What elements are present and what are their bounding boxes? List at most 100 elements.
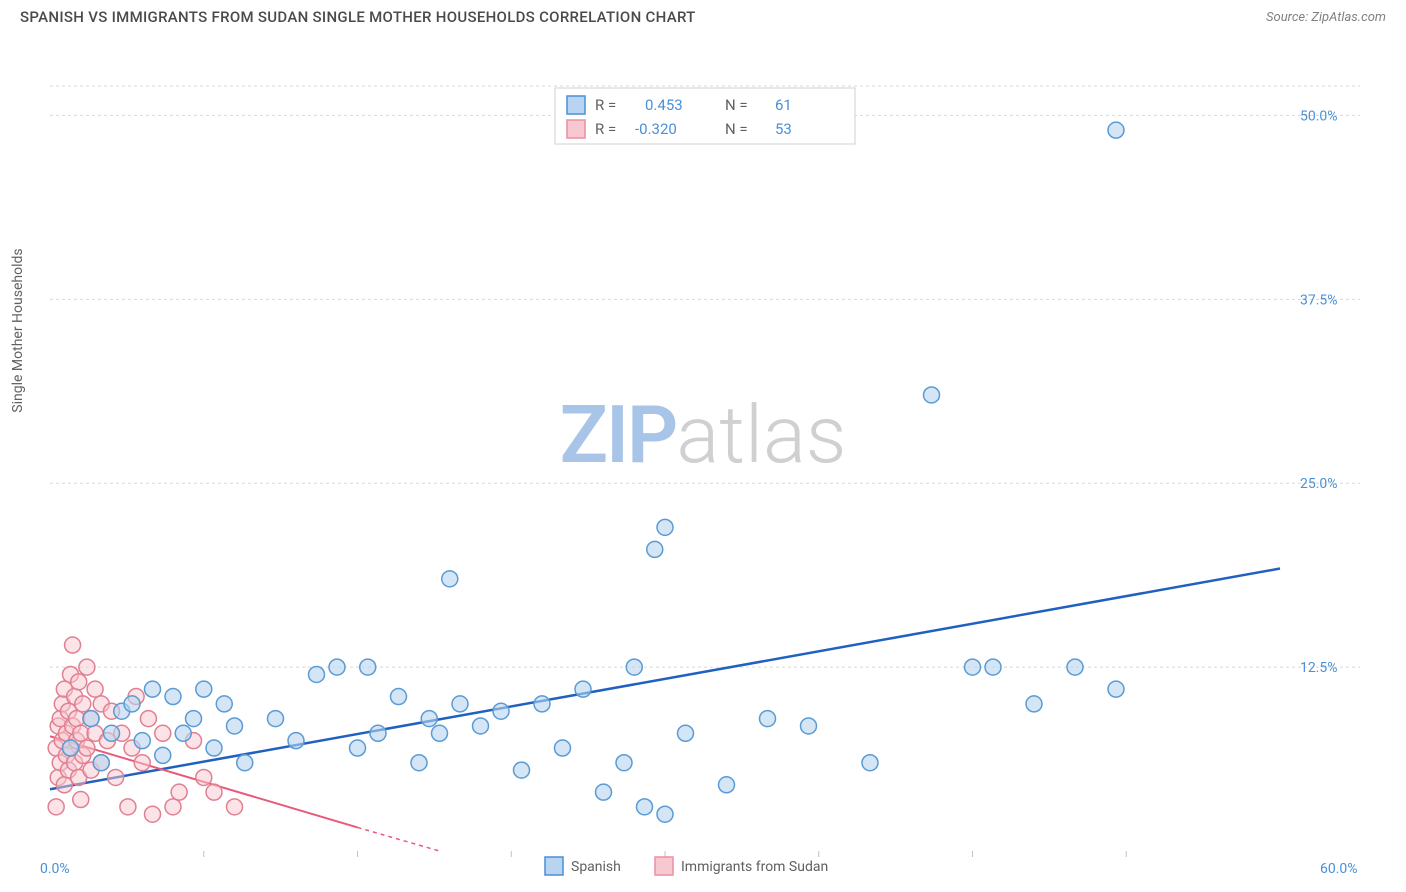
- data-point: [391, 689, 407, 705]
- data-point: [145, 681, 161, 697]
- trend-line-spanish: [50, 569, 1280, 790]
- data-point: [421, 711, 437, 727]
- stats-r-label: R =: [595, 96, 616, 114]
- legend-label-spanish: Spanish: [571, 859, 621, 875]
- legend-swatch-spanish: [545, 857, 563, 875]
- data-point: [514, 762, 530, 778]
- data-point: [309, 666, 325, 682]
- data-point: [171, 784, 187, 800]
- data-point: [227, 718, 243, 734]
- data-point: [134, 755, 150, 771]
- data-point: [186, 711, 202, 727]
- data-point: [493, 703, 509, 719]
- data-point: [350, 740, 366, 756]
- data-point: [63, 740, 79, 756]
- data-point: [452, 696, 468, 712]
- stats-r-value: 0.453: [645, 96, 683, 114]
- data-point: [237, 755, 253, 771]
- stats-r-value: -0.320: [635, 120, 677, 138]
- x-tick-label: 0.0%: [40, 861, 70, 877]
- data-point: [637, 799, 653, 815]
- data-point: [124, 696, 140, 712]
- data-point: [83, 711, 99, 727]
- y-tick-label: 50.0%: [1300, 108, 1338, 124]
- data-point: [616, 755, 632, 771]
- data-point: [227, 799, 243, 815]
- chart-title: SPANISH VS IMMIGRANTS FROM SUDAN SINGLE …: [20, 8, 696, 26]
- data-point: [657, 519, 673, 535]
- stats-n-value: 61: [775, 96, 792, 114]
- data-point: [965, 659, 981, 675]
- data-point: [360, 659, 376, 675]
- data-point: [75, 696, 91, 712]
- y-axis-title: Single Mother Households: [10, 248, 26, 412]
- data-point: [1108, 681, 1124, 697]
- data-point: [575, 681, 591, 697]
- data-point: [104, 725, 120, 741]
- data-point: [56, 777, 72, 793]
- legend-swatch-sudan: [655, 857, 673, 875]
- data-point: [1026, 696, 1042, 712]
- trend-line-sudan-dash: [358, 827, 440, 851]
- chart-container: Single Mother Households ZIPatlas 12.5%2…: [0, 26, 1406, 881]
- data-point: [73, 792, 89, 808]
- data-point: [175, 725, 191, 741]
- stats-n-label: N =: [725, 120, 748, 138]
- data-point: [657, 806, 673, 822]
- data-point: [87, 681, 103, 697]
- data-point: [329, 659, 345, 675]
- data-point: [288, 733, 304, 749]
- data-point: [196, 769, 212, 785]
- stats-r-label: R =: [595, 120, 616, 138]
- data-point: [71, 674, 87, 690]
- data-point: [216, 696, 232, 712]
- data-point: [411, 755, 427, 771]
- data-point: [432, 725, 448, 741]
- data-point: [555, 740, 571, 756]
- data-point: [534, 696, 550, 712]
- y-tick-label: 37.5%: [1300, 292, 1338, 308]
- source-label: Source: ZipAtlas.com: [1266, 10, 1386, 25]
- data-point: [140, 711, 156, 727]
- data-point: [442, 571, 458, 587]
- data-point: [206, 740, 222, 756]
- legend-swatch-sudan: [567, 120, 585, 138]
- data-point: [985, 659, 1001, 675]
- data-point: [473, 718, 489, 734]
- data-point: [1108, 122, 1124, 138]
- data-point: [626, 659, 642, 675]
- y-tick-label: 25.0%: [1300, 476, 1338, 492]
- stats-n-label: N =: [725, 96, 748, 114]
- data-point: [108, 769, 124, 785]
- data-point: [165, 799, 181, 815]
- stats-n-value: 53: [775, 120, 792, 138]
- data-point: [370, 725, 386, 741]
- data-point: [862, 755, 878, 771]
- data-point: [65, 637, 81, 653]
- legend-swatch-spanish: [567, 96, 585, 114]
- data-point: [596, 784, 612, 800]
- data-point: [196, 681, 212, 697]
- data-point: [155, 747, 171, 763]
- data-point: [924, 387, 940, 403]
- x-tick-label: 60.0%: [1320, 861, 1358, 877]
- data-point: [145, 806, 161, 822]
- data-point: [647, 541, 663, 557]
- chart-svg: 12.5% 25.0% 37.5% 50.0% 0.0% 60.0% R = 0.453 N =…: [0, 26, 1406, 881]
- data-point: [155, 725, 171, 741]
- data-point: [1067, 659, 1083, 675]
- data-point: [719, 777, 735, 793]
- data-point: [93, 755, 109, 771]
- y-tick-label: 12.5%: [1300, 660, 1338, 676]
- data-point: [79, 740, 95, 756]
- data-point: [206, 784, 222, 800]
- legend-label-sudan: Immigrants from Sudan: [681, 859, 828, 875]
- data-point: [678, 725, 694, 741]
- data-point: [165, 689, 181, 705]
- data-point: [120, 799, 136, 815]
- data-point: [760, 711, 776, 727]
- data-point: [79, 659, 95, 675]
- data-point: [801, 718, 817, 734]
- data-point: [48, 799, 64, 815]
- data-point: [268, 711, 284, 727]
